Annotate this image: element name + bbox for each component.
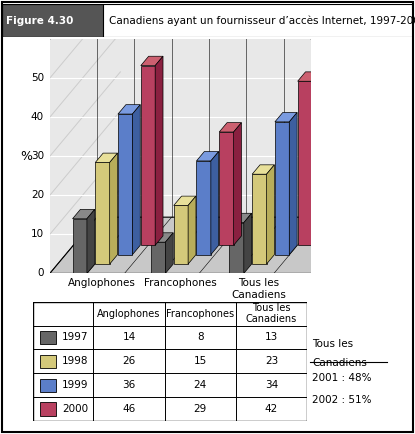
Text: 34: 34 [265,380,278,390]
Bar [165,349,236,373]
Polygon shape [275,112,297,122]
Bar [93,397,165,421]
Bar [236,349,307,373]
Bar [93,349,165,373]
Text: 8: 8 [197,332,204,342]
Polygon shape [275,122,289,255]
Text: 40: 40 [31,112,44,122]
Polygon shape [141,66,155,245]
Polygon shape [165,233,173,273]
Bar [93,326,165,349]
Bar [165,302,236,326]
Polygon shape [132,105,140,255]
Polygon shape [196,161,211,255]
Text: 26: 26 [122,356,136,366]
Text: %: % [21,150,32,163]
Text: 2001 : 48%: 2001 : 48% [312,373,371,383]
Bar [236,397,307,421]
Polygon shape [73,219,87,273]
Text: 10: 10 [31,229,44,240]
Text: 46: 46 [122,404,136,414]
Polygon shape [312,72,320,245]
Text: Canadiens ayant un fournisseur d’accès Internet, 1997-2000: Canadiens ayant un fournisseur d’accès I… [109,15,415,26]
Polygon shape [155,56,163,245]
Polygon shape [95,153,117,162]
Text: Figure 4.30: Figure 4.30 [6,16,73,26]
Bar [93,302,165,326]
Polygon shape [87,209,95,273]
Polygon shape [73,209,95,219]
Text: Tous les
Canadiens: Tous les Canadiens [246,303,297,324]
Bar [93,373,165,397]
Text: 29: 29 [194,404,207,414]
Bar [33,373,93,397]
Text: Francophones: Francophones [166,309,234,319]
Text: 15: 15 [194,356,207,366]
Bar [236,302,307,326]
Text: 30: 30 [31,151,44,161]
Bar [40,331,56,344]
Text: 50: 50 [31,73,44,83]
Bar [2,4,103,37]
Polygon shape [95,162,110,264]
Bar [40,355,56,368]
Polygon shape [219,123,242,132]
Text: 36: 36 [122,380,136,390]
Polygon shape [141,56,163,66]
Polygon shape [50,217,358,273]
Polygon shape [298,72,320,81]
Polygon shape [211,151,219,255]
Polygon shape [289,112,297,255]
Bar [33,326,93,349]
Bar [33,397,93,421]
Text: 1998: 1998 [62,356,88,366]
Polygon shape [151,242,165,273]
Polygon shape [174,196,196,205]
Text: 1999: 1999 [62,380,88,390]
Polygon shape [118,105,140,114]
Polygon shape [174,205,188,264]
Polygon shape [110,153,117,264]
Text: Tous les: Tous les [312,339,353,349]
Bar [236,326,307,349]
Text: Francophones: Francophones [144,278,217,288]
Text: 2002 : 51%: 2002 : 51% [312,395,371,405]
Polygon shape [188,196,196,264]
Text: Canadiens: Canadiens [312,358,367,368]
Bar [165,397,236,421]
Bar [236,373,307,397]
Text: 1997: 1997 [62,332,88,342]
Polygon shape [252,174,266,264]
Bar [33,349,93,373]
Text: 23: 23 [265,356,278,366]
Text: Tous les
Canadiens: Tous les Canadiens [232,278,286,300]
Polygon shape [151,233,173,242]
Polygon shape [298,81,312,245]
Text: 20: 20 [31,190,44,201]
Polygon shape [252,165,274,174]
Bar [33,302,93,326]
Polygon shape [266,165,274,264]
Text: 13: 13 [265,332,278,342]
Text: Anglophones: Anglophones [68,278,136,288]
Polygon shape [196,151,219,161]
Polygon shape [234,123,242,245]
Polygon shape [229,213,251,223]
Text: 14: 14 [122,332,136,342]
Polygon shape [118,114,132,255]
Polygon shape [219,132,234,245]
Polygon shape [244,213,251,273]
Text: 24: 24 [194,380,207,390]
Text: 2000: 2000 [62,404,88,414]
Bar [40,378,56,392]
Bar [40,402,56,416]
Text: 42: 42 [265,404,278,414]
Bar [165,373,236,397]
Bar [165,326,236,349]
Text: Anglophones: Anglophones [98,309,161,319]
Polygon shape [229,223,244,273]
Text: 0: 0 [37,268,44,279]
